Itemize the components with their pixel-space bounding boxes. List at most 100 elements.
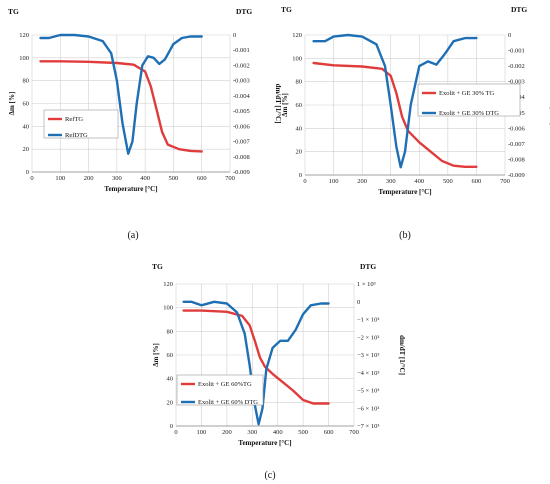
y-right-tick-label: -0.007 [508, 141, 526, 148]
y-left-tick-label: 20 [167, 399, 174, 406]
y-right-tick-label: -0.001 [508, 48, 525, 55]
y-right-tick-label: −2 × 10³ [357, 334, 379, 341]
y-right-tick-label: -0.003 [508, 79, 525, 86]
y-left-tick-label: 0 [26, 169, 29, 176]
legend-label: Exolit + GE 60% DTG [198, 399, 258, 406]
y-right-tick-label: 0 [508, 32, 511, 39]
y-right-tick-label: -0.009 [233, 169, 250, 176]
left-axis-title: TG [8, 7, 19, 16]
panel-caption: (a) [127, 230, 138, 241]
y-right-tick-label: 1 × 10³ [357, 281, 376, 288]
y-right-tick-label: −1 × 10³ [357, 317, 379, 324]
y-left-tick-label: 40 [296, 125, 303, 132]
y-left-tick-label: 100 [292, 55, 302, 62]
y-right-tick-label: −6 × 10³ [357, 405, 379, 412]
legend-label: Exolit + GE 60%TG [198, 381, 252, 388]
x-tick-label: 0 [174, 429, 177, 436]
y-right-tick-label: -0.005 [233, 108, 250, 115]
x-axis-label: Temperature [°C] [104, 185, 157, 193]
legend-label: RefDTG [65, 132, 88, 139]
x-tick-label: 600 [472, 178, 482, 185]
series-line-dtg [312, 33, 478, 169]
x-tick-label: 200 [222, 429, 232, 436]
x-tick-label: 700 [349, 429, 359, 436]
x-axis-label: Temperature [°C] [238, 439, 291, 447]
y-right-tick-label: 0 [233, 32, 236, 39]
left-axis-title: TG [281, 5, 292, 14]
x-tick-label: 500 [298, 429, 308, 436]
y-left-tick-label: 60 [167, 352, 174, 359]
x-tick-label: 100 [329, 178, 339, 185]
y-left-tick-label: 80 [296, 79, 303, 86]
chart-panel-c: 0 100 200 300 400 500 600 700 0 20 40 60 80 100 120 1 ×… [152, 262, 406, 481]
y-left-tick-label: 0 [170, 423, 173, 430]
left-axis-title: TG [152, 262, 163, 271]
y-right-tick-label: -0.002 [233, 62, 250, 69]
y-right-tick-label: -0.007 [233, 139, 251, 146]
x-tick-label: 0 [30, 175, 33, 182]
right-axis-title: DTG [360, 262, 376, 271]
x-tick-label: 100 [197, 429, 207, 436]
y-right-tick-label: -0.008 [233, 154, 250, 161]
y-left-tick-label: 80 [167, 328, 174, 335]
y-right-tick-label: 0 [357, 299, 360, 306]
y-left-tick-label: 20 [23, 146, 30, 153]
x-axis-label: Temperature [°C] [378, 188, 431, 196]
x-tick-label: 700 [225, 175, 235, 182]
x-tick-label: 200 [357, 178, 367, 185]
right-axis-title: DTG [511, 5, 527, 14]
legend-label: RefTG [65, 116, 83, 123]
y-left-tick-label: 120 [292, 32, 302, 39]
x-tick-label: 500 [443, 178, 453, 185]
y-right-tick-label: −5 × 10³ [357, 388, 379, 395]
legend-box [176, 374, 264, 406]
x-tick-label: 400 [273, 429, 283, 436]
y-right-axis-label: dm/dT [1/°C] [274, 84, 282, 124]
y-right-tick-label: -0.006 [233, 123, 251, 130]
panel-caption: (c) [264, 470, 275, 481]
x-tick-label: 700 [500, 178, 510, 185]
y-right-tick-label: −3 × 10³ [357, 352, 379, 359]
y-right-tick-label: -0.003 [233, 78, 250, 85]
y-left-tick-label: 0 [299, 172, 302, 179]
x-tick-label: 300 [247, 429, 257, 436]
x-tick-label: 200 [84, 175, 94, 182]
series-line-tg [39, 60, 203, 153]
y-left-tick-label: 20 [296, 149, 303, 156]
y-right-tick-label: -0.002 [508, 63, 525, 70]
y-right-tick-label: -0.004 [233, 93, 251, 100]
y-right-axis-label: dm/dT [1/°C] [398, 335, 406, 375]
y-left-tick-label: 40 [23, 123, 30, 130]
legend-label: Exolit + GE 30% DTG [439, 110, 499, 117]
x-tick-label: 400 [414, 178, 424, 185]
y-left-axis-label: Δm [%] [152, 343, 160, 367]
y-left-tick-label: 40 [167, 376, 174, 383]
y-left-axis-label: Δm [%] [8, 92, 16, 116]
x-tick-label: 400 [140, 175, 150, 182]
y-left-tick-label: 100 [163, 305, 173, 312]
chart-panel-b: 0 100 200 300 400 500 600 700 0 20 40 60 80 100 120 0 -0… [281, 5, 550, 241]
y-right-tick-label: -0.006 [508, 125, 526, 132]
x-tick-label: 100 [55, 175, 65, 182]
y-left-tick-label: 80 [23, 78, 30, 85]
x-tick-label: 600 [197, 175, 207, 182]
x-tick-label: 300 [112, 175, 122, 182]
y-left-tick-label: 120 [19, 32, 29, 39]
y-left-tick-label: 100 [19, 55, 29, 62]
series-line-dtg [182, 300, 330, 426]
x-tick-label: 0 [303, 178, 306, 185]
y-right-tick-label: -0.001 [233, 47, 250, 54]
y-right-tick-label: −4 × 10³ [357, 370, 379, 377]
x-tick-label: 500 [169, 175, 179, 182]
right-axis-title: DTG [236, 7, 252, 16]
y-left-axis-label: Δm [%] [281, 93, 289, 117]
y-left-tick-label: 60 [23, 101, 30, 108]
y-left-tick-label: 120 [163, 281, 173, 288]
series-line-dtg [39, 33, 203, 155]
panel-caption: (b) [399, 230, 411, 241]
legend-box [43, 109, 119, 139]
series-line-tg [312, 61, 478, 169]
legend-label: Exolit + GE 30% TG [439, 90, 494, 97]
y-right-tick-label: -0.009 [508, 172, 525, 179]
